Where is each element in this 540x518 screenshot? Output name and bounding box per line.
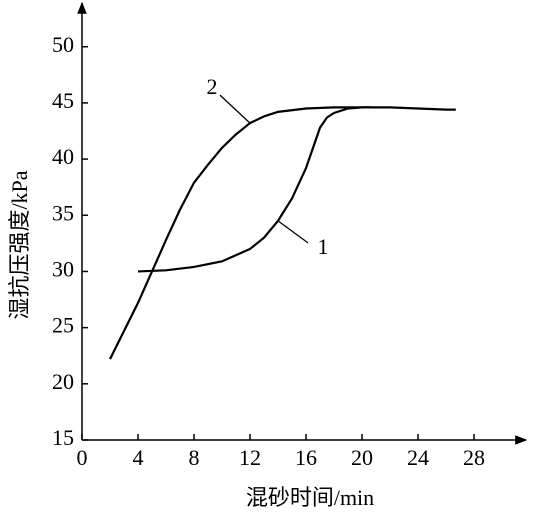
y-tick-label: 30 [52, 256, 74, 281]
x-tick-label: 8 [189, 445, 200, 470]
y-axis-label: 湿抗压强度/kPa [7, 170, 32, 319]
y-tick-label: 35 [52, 200, 74, 225]
y-tick-label: 25 [52, 313, 74, 338]
x-tick-label: 28 [463, 445, 485, 470]
y-tick-label: 40 [52, 144, 74, 169]
leader-line [219, 94, 251, 124]
x-tick-label: 0 [77, 445, 88, 470]
x-tick-label: 24 [407, 445, 429, 470]
y-tick-label: 45 [52, 88, 74, 113]
data-line [109, 106, 456, 360]
x-axis-label: 混砂时间/min [246, 485, 374, 510]
leader-line [277, 220, 309, 244]
series-label: 2 [207, 74, 218, 99]
x-tick-label: 20 [351, 445, 373, 470]
series-label: 1 [318, 234, 329, 259]
x-tick-label: 16 [295, 445, 317, 470]
y-tick-label: 15 [52, 425, 74, 450]
x-tick-label: 4 [133, 445, 144, 470]
data-line [137, 106, 371, 273]
x-tick-label: 12 [239, 445, 261, 470]
y-tick-label: 50 [52, 32, 74, 57]
y-tick-label: 20 [52, 369, 74, 394]
